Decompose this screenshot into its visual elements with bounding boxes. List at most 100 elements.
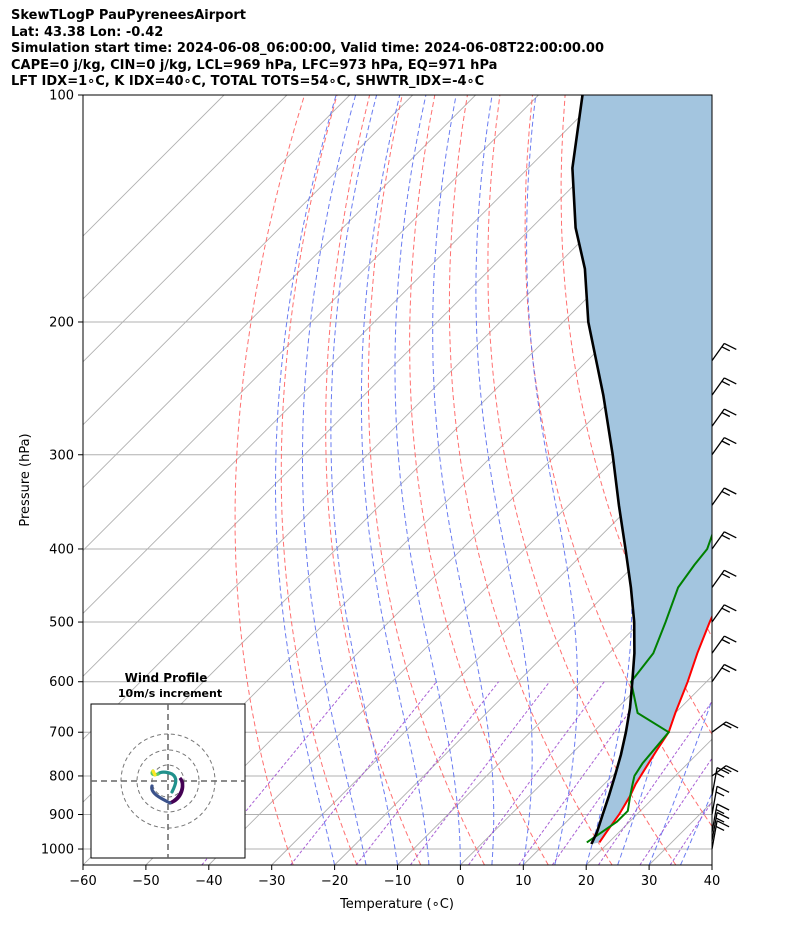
- wind-barb: [711, 487, 737, 506]
- isotherm--130: [83, 95, 414, 426]
- wind-barb: [711, 437, 737, 456]
- y-tick-label: 800: [49, 769, 74, 784]
- wind-barb: [711, 635, 737, 654]
- y-tick-label: 400: [49, 542, 74, 557]
- barb-feather: [715, 772, 725, 778]
- dry-adiabat: [409, 95, 549, 865]
- y-tick-label: 200: [49, 315, 74, 330]
- isotherm-0: [460, 612, 712, 865]
- moist-adiabat: [330, 95, 398, 865]
- barb-feather: [721, 667, 731, 673]
- title-station: SkewTLogP PauPyreneesAirport: [11, 8, 247, 23]
- barb-staff: [711, 812, 718, 841]
- hodograph-trace-segment: [156, 770, 178, 794]
- barb-feather: [725, 721, 739, 729]
- x-axis-label: Temperature (∘C): [339, 897, 454, 912]
- x-tick-label: 40: [704, 874, 721, 889]
- barb-feather: [721, 573, 731, 579]
- wind-barb: [711, 803, 730, 833]
- barb-feather: [724, 663, 737, 672]
- barb-staff: [711, 604, 725, 623]
- mixing-ratio-line: [518, 681, 652, 865]
- y-tick-label: 600: [49, 675, 74, 690]
- wind-barb: [711, 721, 739, 733]
- moist-adiabat: [275, 95, 337, 865]
- barb-feather: [724, 437, 737, 445]
- isotherm--10: [397, 549, 712, 865]
- barb-staff: [711, 487, 725, 506]
- y-tick-label: 900: [49, 808, 74, 823]
- dewpoint-line: [586, 532, 712, 844]
- dry-adiabat: [524, 95, 712, 828]
- barb-feather: [724, 531, 737, 539]
- barb-feather: [715, 809, 725, 815]
- dry-adiabat: [728, 95, 794, 865]
- wind-barb: [711, 569, 737, 588]
- wind-barb: [711, 820, 730, 850]
- moist-adiabat: [711, 863, 712, 865]
- dry-adiabat: [367, 95, 485, 865]
- x-tick-label: −30: [258, 874, 285, 889]
- barb-staff: [711, 531, 725, 550]
- cape-fill-layer: [572, 95, 712, 845]
- barb-staff: [711, 721, 727, 733]
- moist-adiabat: [680, 791, 712, 865]
- x-tick-label: −40: [195, 874, 222, 889]
- barb-staff: [711, 377, 725, 396]
- dry-adiabat: [280, 95, 358, 865]
- barb-staff: [711, 820, 718, 850]
- mixing-ratio-line: [597, 700, 712, 865]
- x-tick-label: 30: [641, 874, 658, 889]
- dry-adiabat: [761, 95, 794, 865]
- barb-feather: [721, 411, 731, 418]
- barb-feather: [724, 635, 737, 643]
- wind-barb: [711, 663, 737, 683]
- barb-feather: [721, 380, 731, 386]
- barb-feather: [716, 767, 730, 775]
- barb-staff: [711, 786, 718, 815]
- isotherm-40: [711, 864, 712, 865]
- barb-feather: [721, 346, 731, 352]
- isotherm--140: [83, 95, 351, 363]
- wind-barb: [711, 408, 737, 427]
- hodograph-trace-segment: [151, 769, 157, 777]
- wind-barb: [711, 604, 737, 623]
- mixing-ratio-line: [409, 681, 550, 865]
- moist-adiabat: [617, 95, 699, 865]
- barb-feather: [723, 767, 732, 773]
- barb-staff: [711, 408, 725, 427]
- barb-feather: [724, 408, 737, 416]
- barb-staff: [711, 343, 725, 361]
- x-tick-label: −20: [321, 874, 348, 889]
- barb-feather: [715, 817, 725, 823]
- hodograph-plot: [91, 704, 245, 858]
- wind-barbs: [711, 342, 739, 850]
- y-tick-label: 500: [49, 616, 74, 631]
- mixing-ratio-line: [669, 800, 712, 865]
- barb-feather: [721, 490, 731, 496]
- barb-staff: [711, 664, 725, 683]
- wind-barb: [711, 377, 737, 396]
- barb-staff: [711, 635, 725, 654]
- barb-feather: [721, 534, 731, 540]
- hodograph-title: Wind Profile: [125, 671, 208, 685]
- barb-feather: [716, 811, 730, 820]
- hodograph-trace-segment: [168, 776, 185, 805]
- moist-adiabat: [360, 95, 430, 865]
- barb-staff: [711, 569, 725, 588]
- title-cape-indices: CAPE=0 j/kg, CIN=0 j/kg, LCL=969 hPa, LF…: [11, 57, 498, 73]
- title-latlon: Lat: 43.38 Lon: -0.42: [11, 24, 164, 40]
- title-times: Simulation start time: 2024-06-08_06:00:…: [11, 41, 604, 56]
- isotherm--30: [271, 424, 712, 865]
- moist-adiabat: [302, 95, 367, 865]
- chart-header: SkewTLogP PauPyreneesAirport Lat: 43.38 …: [11, 8, 604, 91]
- y-tick-label: 100: [49, 89, 74, 104]
- moist-adiabat: [475, 95, 533, 865]
- hodograph-ring: [136, 749, 200, 813]
- barb-feather: [721, 440, 731, 446]
- barb-staff: [711, 437, 725, 456]
- isotherm--50: [145, 298, 712, 865]
- moist-adiabat: [648, 698, 712, 865]
- dry-adiabat: [487, 95, 677, 865]
